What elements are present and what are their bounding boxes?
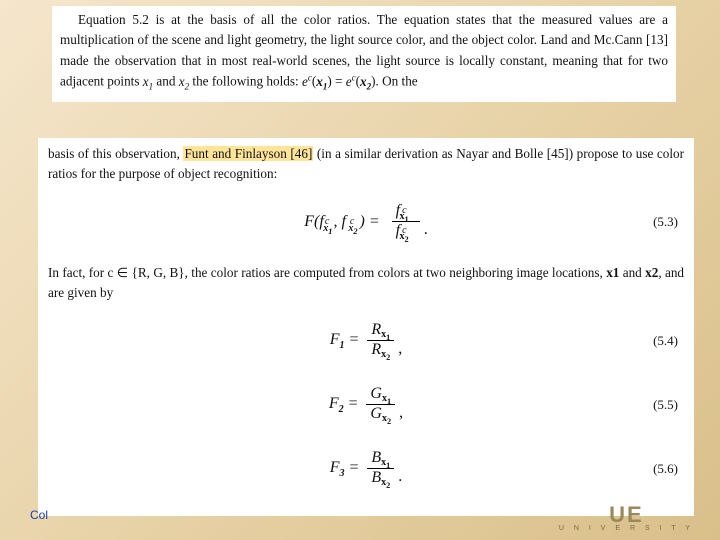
equation-5-3: F(fcx1, fcx2) = fcx1 fcx2 . (5.3) bbox=[48, 195, 684, 249]
eq56-number: (5.6) bbox=[653, 459, 678, 479]
eq55-lhs: F2 = bbox=[329, 392, 359, 417]
logo-main: UE bbox=[559, 506, 694, 524]
eq53-lhs: F(fcx1, fcx2) = bbox=[304, 210, 383, 235]
eq54-frac: Rx1 Rx2 bbox=[367, 322, 394, 360]
set-expr: c ∈ {R, G, B} bbox=[108, 265, 185, 280]
paragraph-2: In fact, for c ∈ {R, G, B}, the color ra… bbox=[48, 263, 684, 304]
equation-5-4: F1 = Rx1 Rx2 , (5.4) bbox=[48, 314, 684, 368]
var-x2: x2 bbox=[179, 74, 189, 89]
eq56-frac: Bx1 Bx2 bbox=[367, 450, 394, 488]
paragraph-top: Equation 5.2 is at the basis of all the … bbox=[60, 10, 668, 94]
equation-5-6: F3 = Bx1 Bx2 . (5.6) bbox=[48, 442, 684, 496]
paragraph-1: basis of this observation, Funt and Finl… bbox=[48, 144, 684, 185]
university-logo: UE U N I V E R S I T Y bbox=[559, 506, 694, 532]
inline-arg1: x1 bbox=[316, 74, 327, 89]
eq54-lhs: F1 = bbox=[330, 328, 360, 353]
x2: x2 bbox=[645, 265, 658, 280]
inline-eq-lhs: ec bbox=[302, 74, 312, 89]
highlight-author: Funt and Finlayson [46] bbox=[183, 146, 313, 161]
inline-arg2: x2 bbox=[360, 74, 371, 89]
x1: x1 bbox=[606, 265, 619, 280]
excerpt-bottom: basis of this observation, Funt and Finl… bbox=[38, 138, 694, 516]
eq55-number: (5.5) bbox=[653, 395, 678, 415]
eq53-frac: fcx1 fcx2 bbox=[392, 203, 420, 241]
inline-eq-rhs: ec bbox=[346, 74, 356, 89]
equation-5-5: F2 = Gx1 Gx2 , (5.5) bbox=[48, 378, 684, 432]
var-x1: x1 bbox=[143, 74, 153, 89]
excerpt-top: Equation 5.2 is at the basis of all the … bbox=[52, 6, 676, 102]
eq53-number: (5.3) bbox=[653, 212, 678, 232]
footer-left-text: Col bbox=[30, 508, 48, 522]
eq55-frac: Gx1 Gx2 bbox=[366, 386, 395, 424]
eq56-lhs: F3 = bbox=[330, 456, 360, 481]
eq54-number: (5.4) bbox=[653, 331, 678, 351]
logo-sub: U N I V E R S I T Y bbox=[559, 525, 694, 532]
